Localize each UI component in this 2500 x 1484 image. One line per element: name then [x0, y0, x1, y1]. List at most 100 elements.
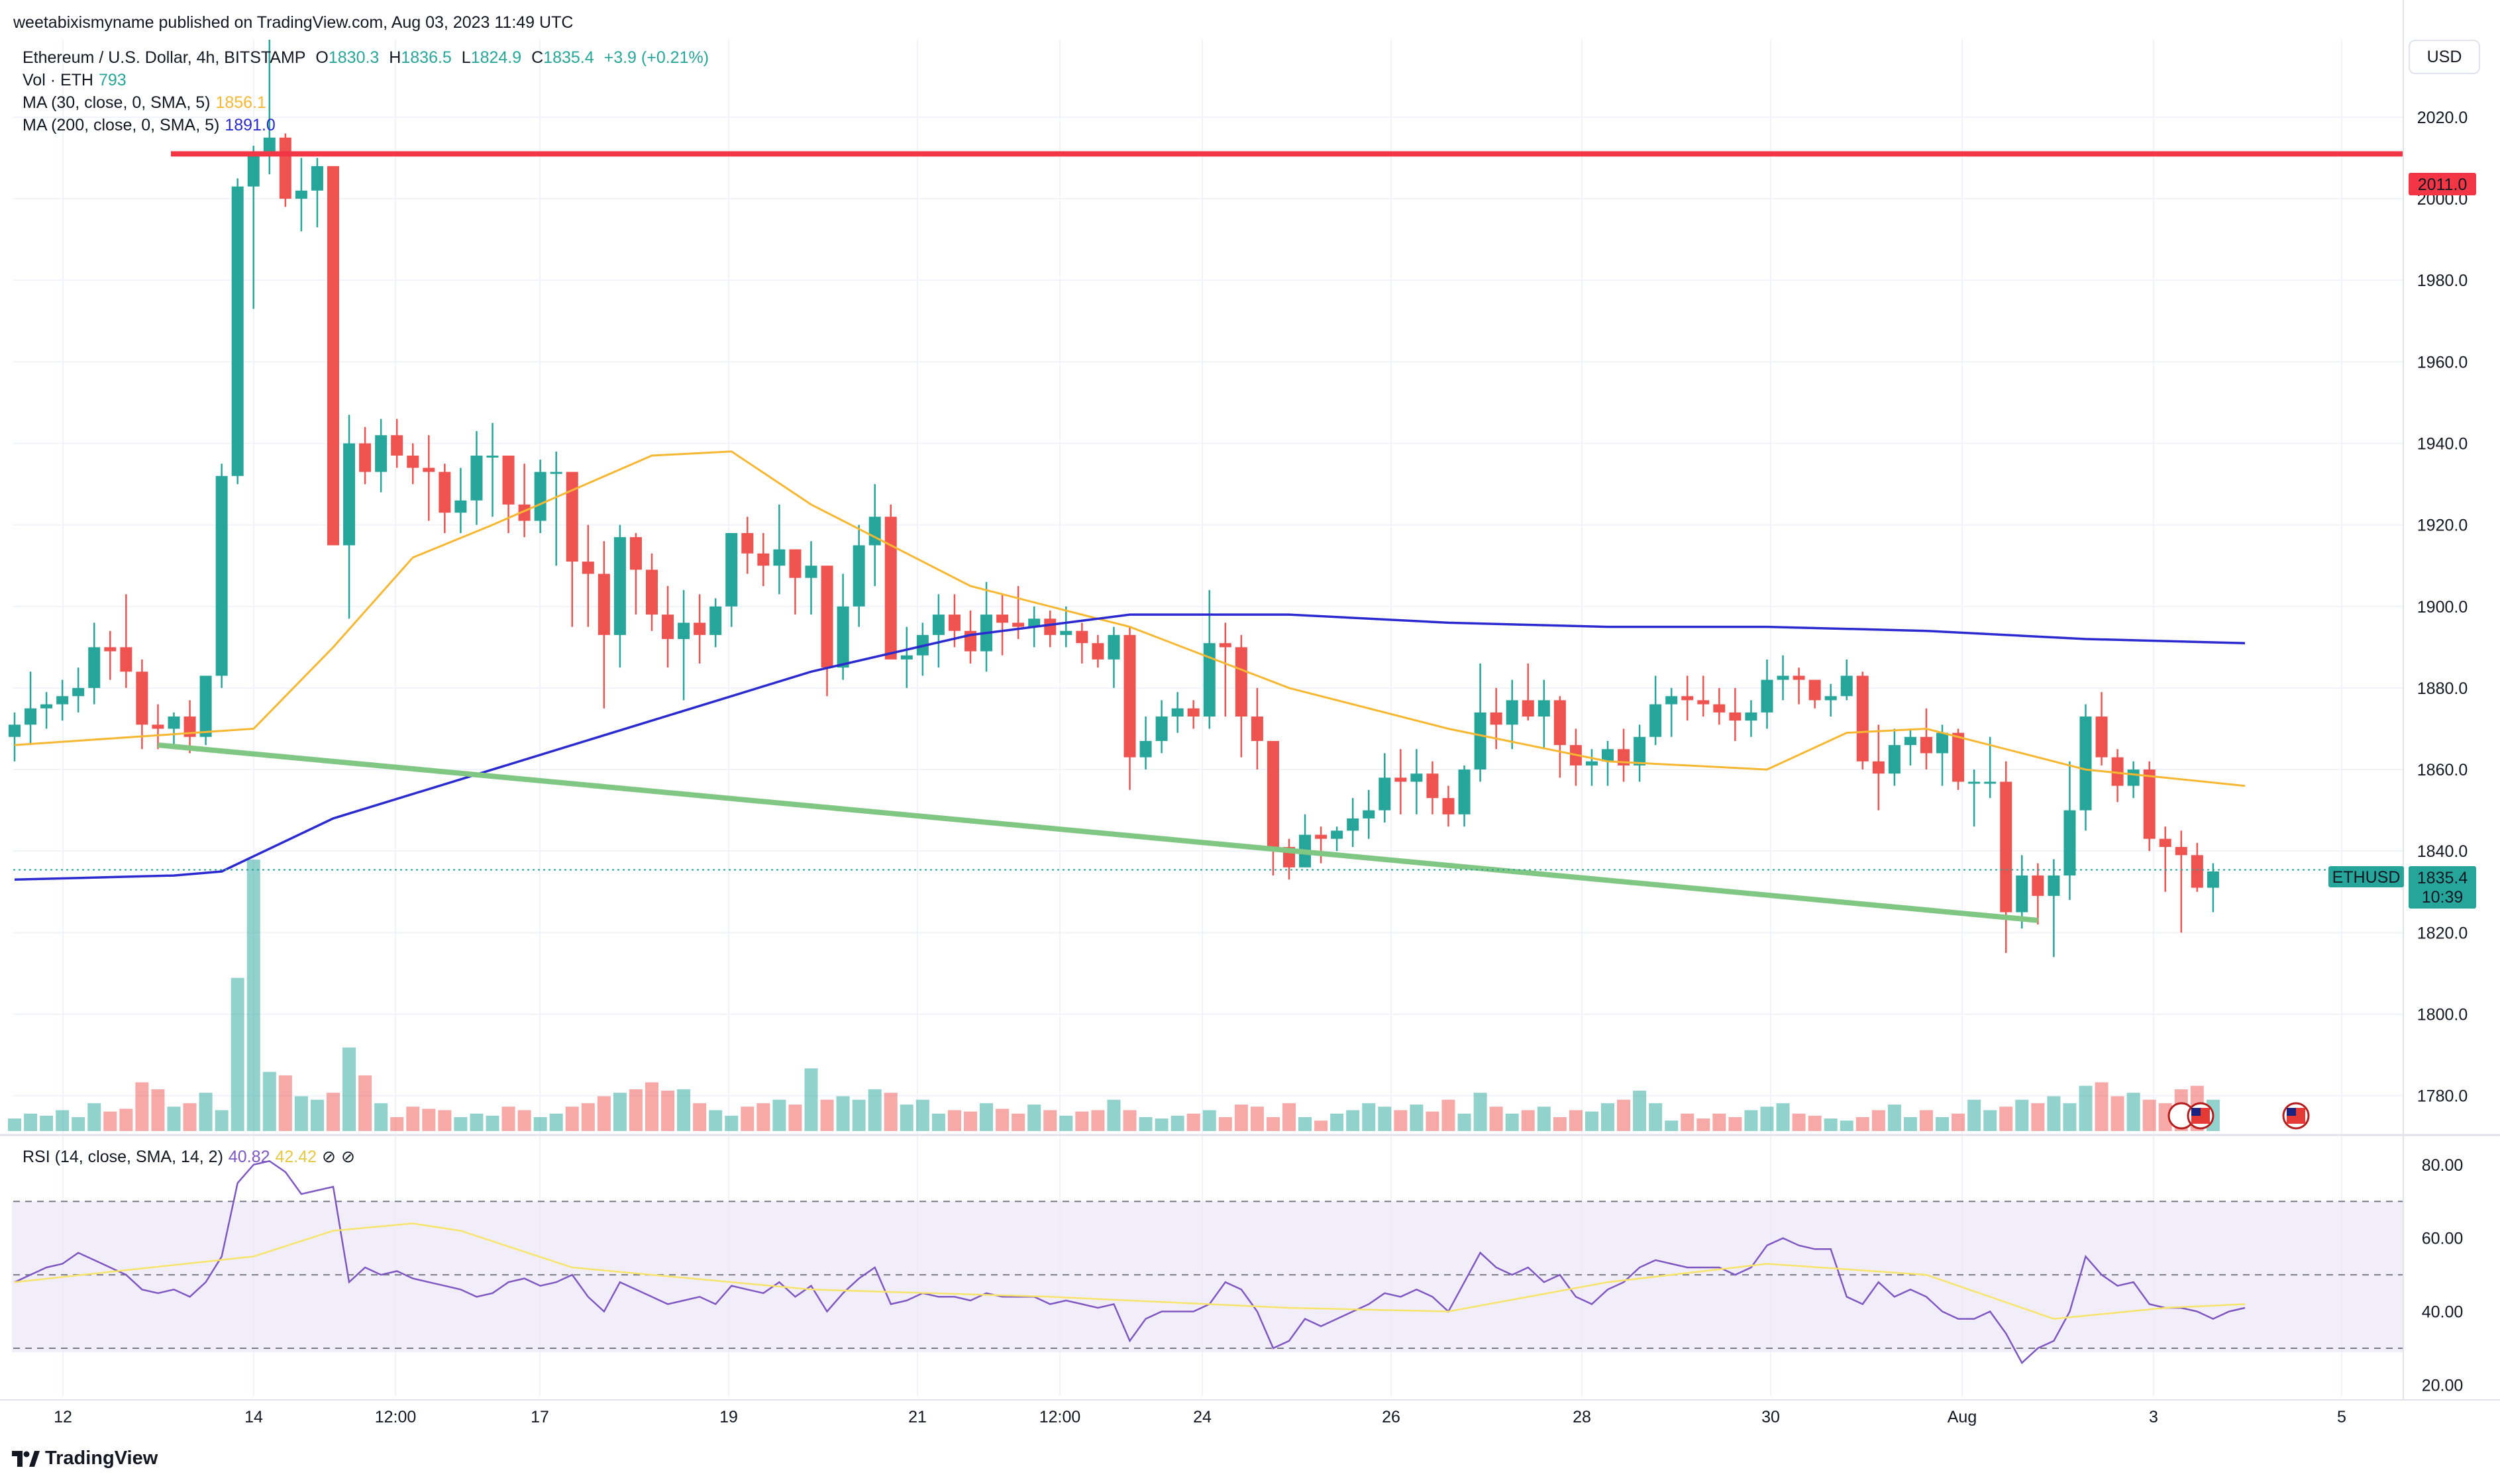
candle-body[interactable] [1824, 696, 1837, 701]
candle-body[interactable] [948, 615, 961, 631]
candle-body[interactable] [932, 615, 945, 635]
candle-body[interactable] [996, 615, 1009, 623]
candle-body[interactable] [2111, 757, 2124, 786]
candle-body[interactable] [263, 137, 276, 154]
candle-body[interactable] [868, 517, 881, 546]
candle-body[interactable] [1649, 704, 1662, 737]
candle-body[interactable] [327, 166, 339, 546]
candle-body[interactable] [2095, 717, 2108, 758]
candle-body[interactable] [1553, 700, 1566, 746]
candle-body[interactable] [2048, 875, 2060, 896]
candle-body[interactable] [2127, 769, 2140, 786]
candle-body[interactable] [359, 443, 372, 472]
candle-body[interactable] [2032, 875, 2044, 896]
candle-body[interactable] [2000, 781, 2012, 913]
candle-body[interactable] [2191, 855, 2203, 888]
candle-body[interactable] [407, 455, 419, 468]
candle-body[interactable] [168, 717, 180, 729]
candle-body[interactable] [136, 671, 148, 725]
candle-body[interactable] [1634, 736, 1646, 766]
candle-body[interactable] [1219, 643, 1231, 648]
candle-body[interactable] [120, 647, 132, 672]
candle-body[interactable] [694, 622, 706, 635]
candle-body[interactable] [805, 566, 817, 578]
candle-body[interactable] [1665, 696, 1678, 705]
candle-body[interactable] [1808, 679, 1821, 701]
candle-body[interactable] [2159, 838, 2171, 848]
candle-body[interactable] [1379, 777, 1391, 811]
candle-body[interactable] [550, 471, 562, 474]
candle-body[interactable] [884, 517, 897, 660]
candle-body[interactable] [613, 537, 626, 635]
candle-body[interactable] [1681, 696, 1694, 701]
candle-body[interactable] [88, 647, 101, 688]
candle-body[interactable] [1331, 830, 1343, 839]
candle-body[interactable] [582, 562, 594, 574]
candle-body[interactable] [725, 532, 738, 607]
candle-body[interactable] [343, 443, 356, 546]
candle-body[interactable] [1076, 630, 1088, 644]
candle-body[interactable] [1092, 643, 1104, 660]
candle-body[interactable] [1952, 732, 1965, 782]
candle-body[interactable] [1108, 634, 1120, 660]
candle-body[interactable] [375, 435, 388, 472]
candle-body[interactable] [311, 166, 323, 191]
candle-body[interactable] [1474, 712, 1486, 770]
candle-body[interactable] [678, 622, 690, 640]
candle-body[interactable] [709, 606, 722, 635]
candle-body[interactable] [1044, 618, 1057, 635]
candle-body[interactable] [183, 717, 196, 737]
candle-body[interactable] [1840, 675, 1853, 697]
candle-body[interactable] [2143, 769, 2156, 839]
candle-body[interactable] [1761, 679, 1773, 713]
candle-body[interactable] [1936, 732, 1949, 754]
candle-body[interactable] [231, 186, 244, 476]
event-markers[interactable] [2167, 1102, 2310, 1130]
candle-body[interactable] [1984, 781, 1997, 784]
candle-body[interactable] [837, 606, 849, 668]
candle-body[interactable] [2016, 875, 2028, 913]
candle-body[interactable] [566, 471, 578, 562]
candle-body[interactable] [1028, 618, 1041, 627]
candle-body[interactable] [1187, 708, 1200, 717]
candle-body[interactable] [1537, 700, 1550, 717]
candle-body[interactable] [1904, 736, 1916, 746]
hidden-eye-icon[interactable]: ⊘ [340, 1148, 355, 1166]
candle-body[interactable] [1012, 622, 1025, 627]
candle-body[interactable] [1139, 740, 1152, 758]
candle-body[interactable] [1458, 769, 1471, 815]
candle-body[interactable] [1060, 630, 1072, 635]
candle-body[interactable] [72, 687, 85, 697]
tradingview-logo[interactable]: TradingView [12, 1448, 158, 1469]
candle-body[interactable] [1745, 712, 1757, 721]
candle-body[interactable] [454, 500, 467, 513]
candle-body[interactable] [2207, 871, 2219, 888]
candle-body[interactable] [853, 545, 865, 607]
candle-body[interactable] [646, 569, 658, 615]
candle-body[interactable] [1522, 700, 1534, 717]
candle-body[interactable] [1585, 761, 1598, 766]
candle-body[interactable] [486, 455, 499, 458]
candle-body[interactable] [199, 675, 212, 737]
candle-body[interactable] [534, 471, 547, 521]
candle-body[interactable] [1442, 798, 1455, 815]
candle-body[interactable] [1426, 773, 1439, 799]
candle-body[interactable] [9, 724, 21, 737]
support-trendline[interactable] [158, 742, 2038, 923]
candle-body[interactable] [1920, 736, 1932, 754]
candle-body[interactable] [900, 655, 913, 660]
candle-body[interactable] [1347, 818, 1359, 831]
candle-body[interactable] [1602, 749, 1614, 762]
candle-body[interactable] [1171, 708, 1184, 717]
candle-body[interactable] [1713, 704, 1726, 713]
candle-body[interactable] [662, 615, 674, 640]
candle-body[interactable] [2063, 810, 2076, 876]
candle-body[interactable] [1729, 712, 1742, 721]
candle-body[interactable] [1235, 647, 1247, 717]
candle-body[interactable] [757, 553, 770, 566]
candle-body[interactable] [25, 708, 37, 725]
candle-body[interactable] [1203, 643, 1216, 717]
candle-body[interactable] [152, 724, 164, 729]
hidden-eye-icon[interactable]: ⊘ [322, 1148, 336, 1166]
